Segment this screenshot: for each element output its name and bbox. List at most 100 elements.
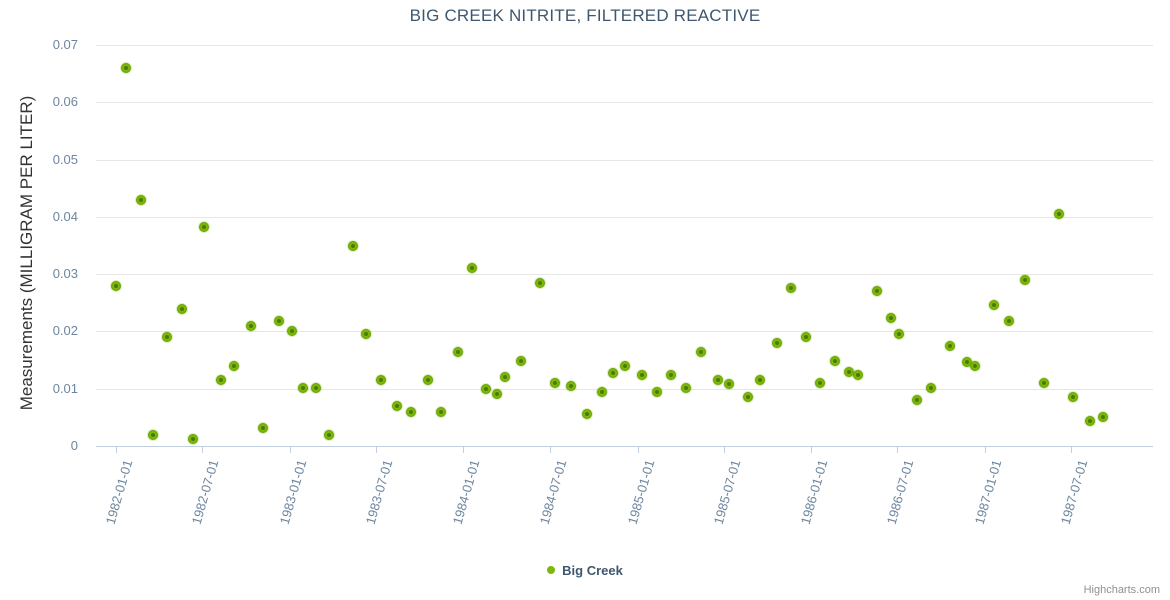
data-point-core [538,280,543,285]
data-point[interactable] [596,387,607,398]
data-point[interactable] [177,303,188,314]
data-point[interactable] [1053,208,1064,219]
y-axis-tick-label: 0.07 [52,37,78,52]
data-point[interactable] [324,429,335,440]
data-point[interactable] [945,341,956,352]
data-point[interactable] [754,374,765,385]
x-axis-tick [724,447,725,453]
data-point[interactable] [297,383,308,394]
data-point[interactable] [786,283,797,294]
data-point-core [363,332,368,337]
data-point[interactable] [1039,377,1050,388]
data-point[interactable] [989,299,1000,310]
data-point[interactable] [274,316,285,327]
data-point[interactable] [199,222,210,233]
data-point[interactable] [161,332,172,343]
data-point[interactable] [120,62,131,73]
data-point[interactable] [800,332,811,343]
data-point[interactable] [467,263,478,274]
data-point[interactable] [1019,274,1030,285]
data-point[interactable] [815,377,826,388]
gridline [96,102,1153,103]
y-axis-tick-label: 0.04 [52,208,78,224]
data-point[interactable] [422,375,433,386]
data-point-core [191,437,196,442]
data-point-core [231,363,236,368]
data-point[interactable] [742,392,753,403]
data-point-core [818,380,823,385]
data-point[interactable] [894,329,905,340]
data-point-core [277,319,282,324]
data-point[interactable] [696,347,707,358]
data-point-core [568,383,573,388]
data-point[interactable] [1003,315,1014,326]
data-point[interactable] [872,286,883,297]
data-point[interactable] [712,375,723,386]
data-point[interactable] [771,337,782,348]
x-axis-tick [290,447,291,453]
data-point[interactable] [360,329,371,340]
data-point[interactable] [405,406,416,417]
data-point[interactable] [516,355,527,366]
data-point[interactable] [452,347,463,358]
data-point[interactable] [1085,416,1096,427]
data-point[interactable] [581,409,592,420]
data-point[interactable] [1068,392,1079,403]
x-axis-tick [985,447,986,453]
data-point[interactable] [228,360,239,371]
data-point[interactable] [216,375,227,386]
data-point[interactable] [1097,412,1108,423]
data-point[interactable] [912,395,923,406]
data-point[interactable] [499,372,510,383]
x-axis-tick-label: 1983-07-01 [362,458,396,527]
data-point[interactable] [607,368,618,379]
x-axis-line [96,446,1153,447]
data-point-core [502,375,507,380]
data-point[interactable] [310,383,321,394]
data-point[interactable] [853,369,864,380]
data-point[interactable] [392,400,403,411]
data-point-core [584,412,589,417]
data-point[interactable] [257,422,268,433]
x-axis-tick-label: 1987-01-01 [971,458,1005,527]
data-point[interactable] [481,384,492,395]
data-point[interactable] [565,380,576,391]
data-point-core [180,306,185,311]
data-point[interactable] [886,313,897,324]
data-point[interactable] [619,360,630,371]
data-point-core [897,332,902,337]
x-axis-tick [897,447,898,453]
x-axis-tick [463,447,464,453]
data-point[interactable] [348,240,359,251]
data-point[interactable] [286,325,297,336]
legend-item-big-creek[interactable]: Big Creek [547,562,623,578]
data-point-core [715,378,720,383]
data-point[interactable] [436,406,447,417]
data-point[interactable] [665,369,676,380]
data-point-core [992,302,997,307]
data-point[interactable] [550,377,561,388]
data-point[interactable] [535,277,546,288]
gridline [96,217,1153,218]
x-axis-tick-label: 1983-01-01 [276,458,310,527]
data-point-core [484,387,489,392]
data-point[interactable] [110,280,121,291]
data-point-core [948,344,953,349]
data-point[interactable] [926,383,937,394]
data-point[interactable] [680,383,691,394]
data-point[interactable] [723,379,734,390]
y-axis-tick-label: 0.06 [52,94,78,110]
data-point-core [1042,380,1047,385]
data-point[interactable] [135,194,146,205]
data-point-core [379,378,384,383]
data-point[interactable] [376,375,387,386]
data-point[interactable] [969,360,980,371]
data-point[interactable] [492,389,503,400]
data-point[interactable] [636,369,647,380]
data-point[interactable] [246,320,257,331]
data-point[interactable] [188,434,199,445]
data-point[interactable] [148,429,159,440]
credits-link[interactable]: Highcharts.com [1083,584,1160,596]
data-point[interactable] [830,355,841,366]
data-point[interactable] [651,386,662,397]
